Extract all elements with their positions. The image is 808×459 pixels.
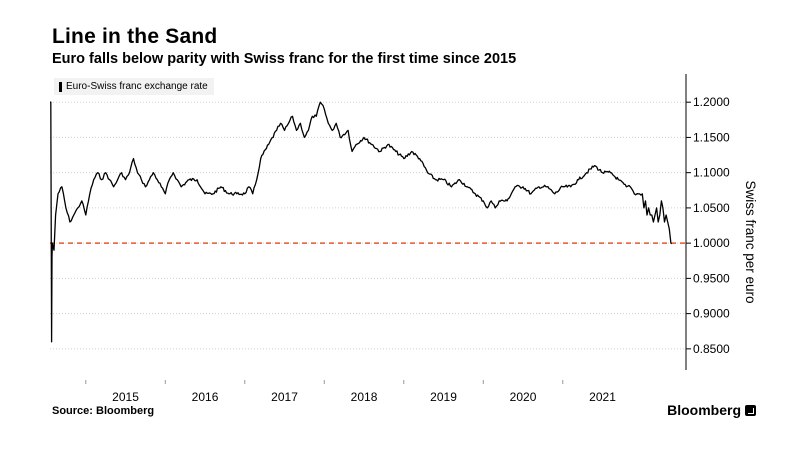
y-tick-label: 0.8500 bbox=[693, 342, 730, 356]
chart-subtitle: Euro falls below parity with Swiss franc… bbox=[52, 51, 517, 67]
x-tick-label: 2015 bbox=[112, 390, 139, 404]
series-line-eur-chf bbox=[50, 101, 673, 343]
y-tick-label: 1.0000 bbox=[693, 236, 730, 250]
x-tick-label: 2021 bbox=[589, 390, 616, 404]
x-tick-label: 2017 bbox=[271, 390, 298, 404]
x-tick-label: 2018 bbox=[351, 390, 378, 404]
brand-name: Bloomberg bbox=[667, 402, 741, 418]
x-tick-label: 2016 bbox=[192, 390, 219, 404]
y-axis-title: Swiss franc per euro bbox=[743, 180, 758, 303]
y-tick-label: 0.9500 bbox=[693, 271, 730, 285]
chart-title: Line in the Sand bbox=[52, 25, 218, 48]
y-tick-label: 0.9000 bbox=[693, 307, 730, 321]
x-axis: 2015 2016 2017 2018 2019 2020 2021 bbox=[85, 380, 616, 404]
y-tick-label: 1.1500 bbox=[693, 130, 730, 144]
grid-layer bbox=[50, 101, 686, 350]
y-tick-label: 1.2000 bbox=[693, 95, 730, 109]
y-axis: 0.8500 0.9000 0.9500 1.0000 1.0500 1.1000 1.15… bbox=[686, 95, 730, 356]
brand-logo: Bloomberg bbox=[667, 402, 756, 418]
chart-legend: Euro-Swiss franc exchange rate bbox=[54, 78, 214, 95]
legend-swatch bbox=[59, 81, 62, 92]
legend-label: Euro-Swiss franc exchange rate bbox=[66, 81, 208, 92]
y-tick-label: 1.0500 bbox=[693, 201, 730, 215]
x-tick-label: 2020 bbox=[510, 390, 537, 404]
y-tick-label: 1.1000 bbox=[693, 166, 730, 180]
x-tick-label: 2019 bbox=[430, 390, 457, 404]
bloomberg-terminal-icon bbox=[745, 404, 756, 416]
source-note: Source: Bloomberg bbox=[52, 405, 155, 417]
